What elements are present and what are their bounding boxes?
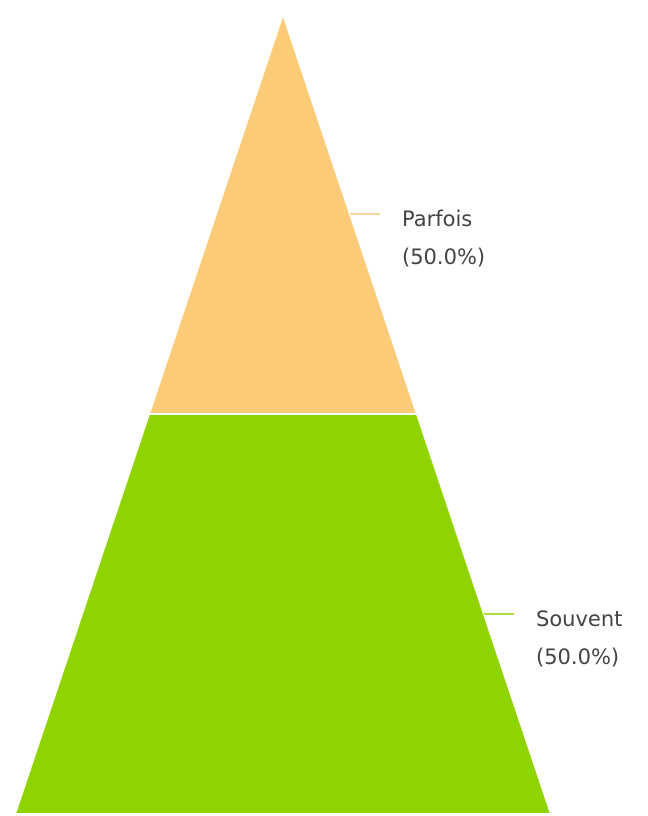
segment-value-label: (50.0%) [402, 245, 485, 269]
pyramid-segment [13, 413, 553, 815]
segment-value-label: (50.0%) [536, 645, 619, 669]
segment-label: Souvent [536, 607, 622, 631]
segment-label: Parfois [402, 207, 472, 231]
